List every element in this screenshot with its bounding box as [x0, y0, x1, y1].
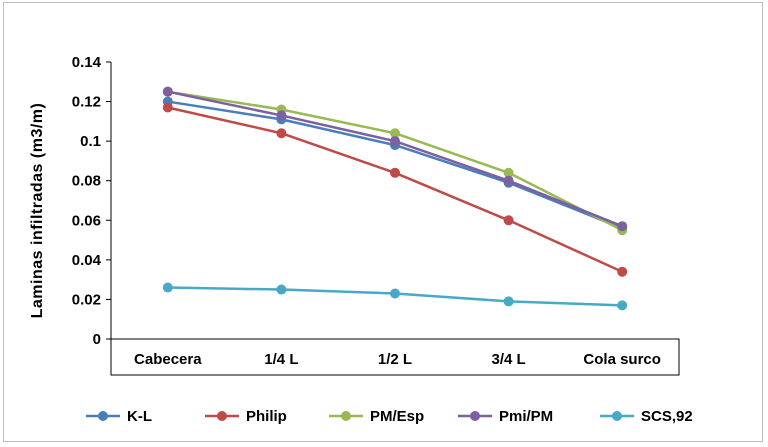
chart-frame [3, 2, 763, 442]
legend-swatch-marker [612, 411, 622, 421]
legend-label: PM/Esp [370, 408, 424, 425]
data-point [503, 296, 514, 307]
legend-swatch-marker [341, 411, 351, 421]
data-point [162, 282, 173, 293]
series-philip [162, 102, 628, 277]
data-point [503, 215, 514, 226]
legend-item: Philip [205, 408, 287, 425]
data-point [617, 266, 628, 277]
legend-swatch-marker [470, 411, 480, 421]
legend-label: Philip [246, 408, 287, 425]
legend-label: SCS,92 [641, 408, 693, 425]
legend-swatch-marker [98, 411, 108, 421]
legend: K-L Philip PM/Esp Pmi/PM SCS,92 [86, 408, 693, 425]
x-category-label: 3/4 L [492, 351, 526, 368]
data-point [390, 288, 400, 299]
axes: 0 0.02 0.04 0.06 0.08 0.1 0.12 0.14 Cabecera 1/4 … [29, 54, 680, 376]
data-point [162, 86, 173, 97]
y-tick-label: 0.08 [72, 173, 101, 190]
data-point [390, 136, 400, 147]
legend-label: K-L [127, 408, 152, 425]
legend-item: Pmi/PM [458, 408, 553, 425]
data-point [390, 167, 400, 178]
legend-swatch-marker [217, 411, 227, 421]
x-category-label: Cabecera [134, 351, 202, 368]
x-category-label: 1/2 L [378, 351, 412, 368]
data-point [276, 110, 287, 121]
series-layer [162, 86, 628, 311]
data-point [617, 300, 628, 311]
series-pm-esp [162, 86, 628, 236]
legend-item: SCS,92 [600, 408, 693, 425]
legend-item: K-L [86, 408, 152, 425]
data-point [276, 128, 287, 139]
y-tick-label: 0.04 [72, 252, 102, 269]
data-point [503, 167, 514, 178]
x-axis-box [110, 338, 680, 376]
x-category-label: 1/4 L [264, 351, 298, 368]
series-scs-92 [162, 282, 628, 311]
series-k-l [162, 96, 628, 234]
data-point [617, 221, 628, 232]
y-tick-label: 0.1 [80, 133, 101, 150]
y-tick-label: 0.12 [72, 94, 101, 111]
data-point [162, 102, 173, 113]
series-pmi-pm [162, 86, 628, 232]
y-tick-label: 0.14 [72, 54, 102, 71]
series-line [167, 100, 623, 230]
data-point [390, 128, 400, 139]
data-point [276, 284, 287, 295]
data-point [503, 175, 514, 186]
y-tick-label: 0.02 [72, 291, 101, 308]
y-tick-label: 0.06 [72, 212, 101, 229]
x-category-label: Cola surco [583, 351, 661, 368]
legend-label: Pmi/PM [499, 408, 553, 425]
y-tick-label: 0 [93, 331, 101, 348]
legend-item: PM/Esp [329, 408, 424, 425]
y-axis-title: Laminas infiltradas (m3/m) [29, 103, 46, 319]
